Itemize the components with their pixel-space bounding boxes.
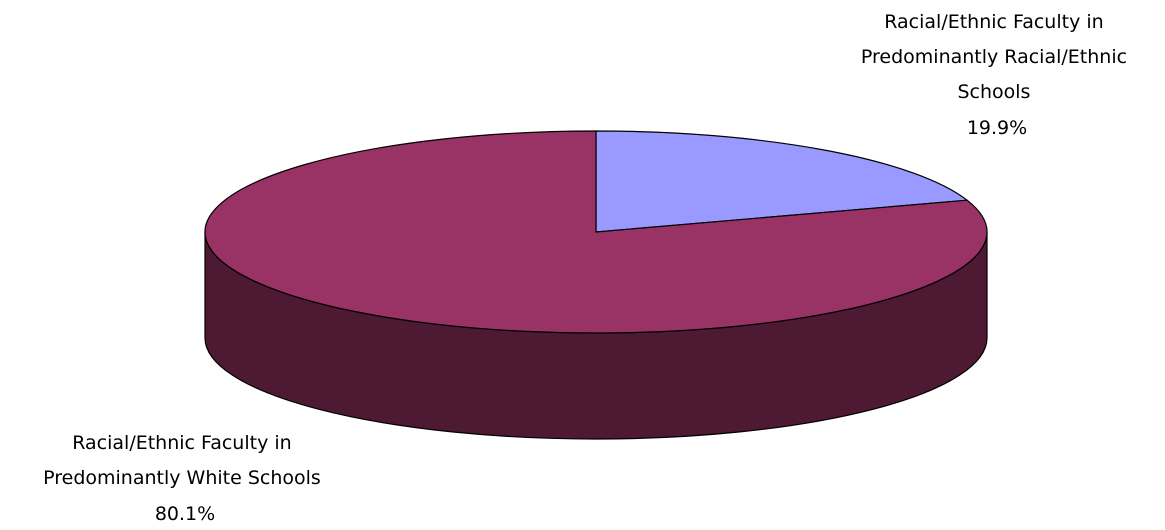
slice-label-line: Schools — [957, 81, 1030, 103]
slice-label-racial-ethnic-schools: Racial/Ethnic Faculty in Predominantly R… — [861, 11, 1133, 139]
pie-slice — [595, 130, 968, 233]
slice-value-label: 19.9% — [967, 117, 1027, 139]
slice-label-line: Predominantly Racial/Ethnic — [861, 46, 1127, 68]
slice-label-line: Racial/Ethnic Faculty in — [884, 11, 1103, 33]
slice-value-label: 80.1% — [155, 503, 215, 525]
pie-slice — [204, 130, 988, 334]
pie-top — [204, 130, 988, 334]
slice-label-line: Predominantly White Schools — [43, 467, 321, 489]
slice-label-white-schools: Racial/Ethnic Faculty in Predominantly W… — [43, 432, 327, 525]
slice-label-line: Racial/Ethnic Faculty in — [72, 432, 291, 454]
